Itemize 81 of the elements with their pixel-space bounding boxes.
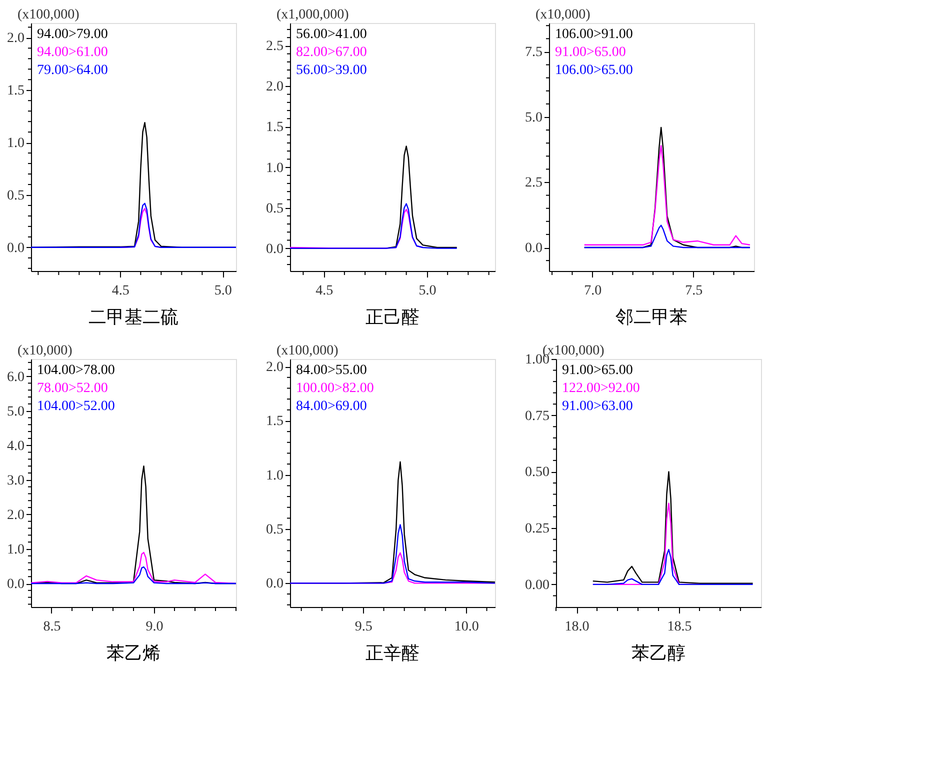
y-tick-label: 5.0	[525, 110, 542, 126]
line-series	[584, 224, 751, 248]
y-axis-title: (x100,000)	[18, 8, 80, 22]
y-tick-label: 1.0	[266, 160, 284, 176]
line-series	[584, 145, 751, 246]
x-tick-label: 7.5	[685, 284, 703, 298]
y-axis-title: (x1,000,000)	[276, 8, 350, 22]
y-tick-label: 0.50	[525, 465, 550, 480]
x-tick-label: 7.0	[584, 284, 602, 298]
y-tick-label: 3.0	[7, 473, 24, 488]
y-tick-label: 2.0	[266, 80, 284, 95]
line-series	[31, 552, 236, 584]
text: 104.00>52.00	[37, 399, 115, 414]
text: 苯乙醇	[632, 643, 686, 663]
y-tick-label: 1.0	[266, 468, 284, 484]
y-tick-label: 7.5	[525, 45, 542, 60]
line-series	[592, 471, 754, 584]
y-tick-label: 1.0	[7, 136, 24, 152]
y-axis-title: (x10,000)	[18, 344, 73, 358]
text: 91.00>65.00	[562, 363, 633, 378]
text: 苯乙烯	[106, 643, 160, 663]
y-tick-label: 0.0	[525, 241, 542, 256]
text: 82.00>67.00	[296, 45, 367, 60]
text: 91.00>63.00	[562, 399, 633, 414]
text: 79.00>64.00	[37, 63, 108, 78]
y-tick-label: 0.0	[266, 242, 284, 257]
y-tick-label: 2.0	[7, 31, 24, 46]
y-tick-label: 2.5	[266, 39, 284, 54]
y-tick-label: 0.5	[7, 188, 24, 204]
text: 邻二甲苯	[616, 307, 688, 327]
line-series	[31, 202, 236, 248]
text: 91.00>65.00	[555, 45, 626, 60]
y-tick-label: 0.0	[7, 577, 24, 592]
text: 104.00>78.00	[37, 363, 115, 378]
text: 106.00>65.00	[555, 63, 633, 78]
y-axis-title: (x10,000)	[536, 8, 591, 22]
y-tick-label: 0.5	[266, 201, 284, 216]
text: 56.00>41.00	[296, 27, 367, 42]
x-tick-label: 5.0	[418, 284, 436, 298]
line-series	[31, 566, 236, 584]
y-tick-label: 5.0	[7, 404, 24, 420]
x-tick-label: 8.5	[43, 620, 61, 634]
y-tick-label: 1.5	[266, 120, 284, 136]
text: 正己醛	[366, 307, 420, 327]
y-tick-label: 0.0	[7, 240, 24, 256]
x-tick-label: 4.5	[316, 284, 334, 298]
x-tick-label: 9.0	[146, 620, 164, 634]
text: 122.00>92.00	[562, 381, 640, 396]
x-tick-label: 9.5	[354, 620, 372, 634]
y-tick-label: 0.5	[266, 522, 284, 538]
y-tick-label: 4.0	[7, 438, 24, 454]
text: 106.00>91.00	[555, 27, 633, 42]
text: 94.00>61.00	[37, 45, 108, 60]
y-tick-label: 0.0	[266, 576, 284, 592]
y-tick-label: 1.5	[266, 414, 284, 430]
y-tick-label: 0.75	[525, 408, 550, 424]
y-tick-label: 2.0	[7, 508, 24, 523]
y-tick-label: 1.5	[7, 84, 24, 99]
y-tick-label: 2.0	[266, 360, 284, 376]
text: 正辛醛	[366, 643, 420, 663]
text: 84.00>55.00	[296, 363, 367, 378]
text: 二甲基二硫	[88, 307, 178, 327]
text: 84.00>69.00	[296, 399, 367, 414]
x-tick-label: 5.0	[214, 284, 232, 298]
x-tick-label: 4.5	[112, 284, 130, 298]
y-tick-label: 2.5	[525, 176, 542, 191]
line-series	[290, 524, 495, 584]
y-tick-label: 6.0	[7, 370, 24, 385]
text: 56.00>39.00	[296, 63, 367, 78]
text: 78.00>52.00	[37, 381, 108, 396]
y-tick-label: 0.00	[525, 578, 550, 593]
x-tick-label: 18.0	[564, 620, 590, 634]
y-axis-title: (x100,000)	[276, 344, 339, 358]
y-tick-label: 1.0	[7, 542, 24, 558]
text: 94.00>79.00	[37, 27, 108, 42]
x-tick-label: 18.5	[667, 620, 692, 634]
line-series	[592, 548, 754, 586]
y-tick-label: 0.25	[525, 522, 550, 537]
line-series	[290, 203, 458, 249]
text: 100.00>82.00	[296, 381, 374, 396]
x-tick-label: 10.0	[454, 620, 479, 634]
